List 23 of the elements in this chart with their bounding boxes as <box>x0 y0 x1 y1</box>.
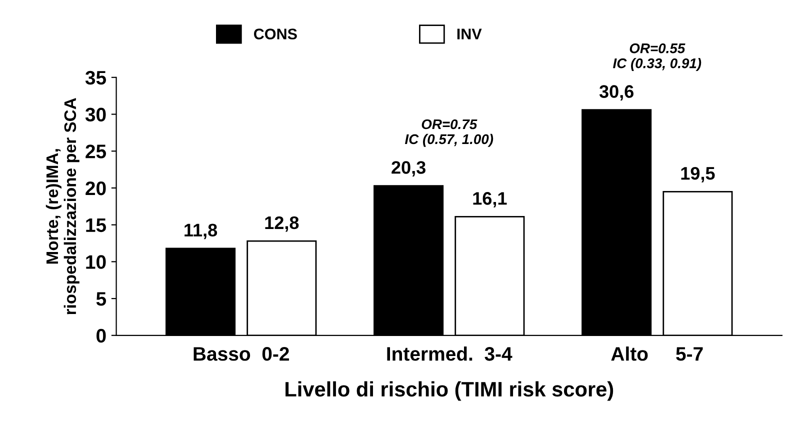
annotation: OR=0.75 IC (0.57, 1.00) <box>404 119 494 147</box>
data-label: 20,3 <box>392 161 426 176</box>
y-axis-title: Morte, (re)IMA, riospedalizzazione per SCA <box>46 98 80 314</box>
y-tick-label: 30 <box>85 108 106 122</box>
y-tick-label: 5 <box>96 292 106 306</box>
x-tick-label: Basso 0-2 <box>194 347 289 361</box>
legend-label: INV <box>457 28 482 40</box>
data-label: 16,1 <box>473 192 507 208</box>
y-tick-label: 15 <box>86 218 106 232</box>
y-tick-label: 10 <box>86 255 106 269</box>
legend-label: CONS <box>254 28 297 40</box>
x-axis-title: Livello di rischio (TIMI risk score) <box>286 381 614 401</box>
y-tick-label: 20 <box>86 181 106 196</box>
y-tick-label: 25 <box>86 144 106 158</box>
text: OR=0.55 IC (0.33, 0.91) <box>613 43 702 71</box>
y-tick-label: 35 <box>85 70 106 85</box>
data-label: 11,8 <box>184 224 218 240</box>
data-label: 12,8 <box>265 216 299 232</box>
x-tick-label: Intermed. 3-4 <box>387 346 512 361</box>
y-tick-label: 0 <box>96 328 106 343</box>
data-label: 19,5 <box>681 166 715 182</box>
x-tick-label: Alto 5-7 <box>611 346 703 361</box>
data-label: 30,6 <box>599 85 634 101</box>
